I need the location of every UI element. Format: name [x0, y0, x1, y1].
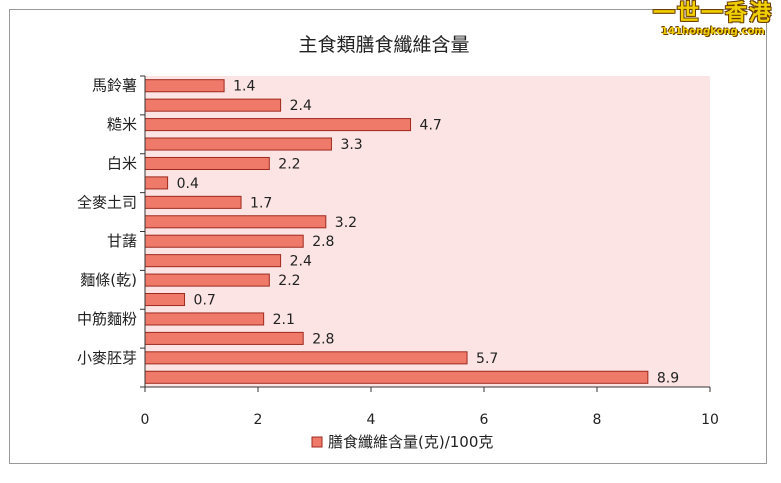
bar — [144, 351, 468, 365]
bar — [144, 331, 304, 345]
data-label: 2.2 — [278, 156, 300, 172]
x-tick-label: 6 — [480, 412, 489, 428]
data-label: 4.7 — [420, 118, 442, 134]
data-label: 1.4 — [233, 79, 255, 95]
bar — [144, 293, 186, 307]
bar — [144, 156, 270, 170]
category-label: 中筋麵粉 — [77, 310, 137, 328]
bar — [144, 370, 649, 384]
category-label: 全麥土司 — [77, 193, 137, 211]
data-label: 2.2 — [278, 273, 300, 289]
x-tick-label: 4 — [367, 412, 376, 428]
bar — [144, 312, 265, 326]
data-label: 3.2 — [335, 215, 357, 231]
data-label: 2.8 — [312, 234, 334, 250]
category-label: 馬鈴薯 — [92, 77, 137, 95]
site-logo: 一世一香港 141hongkong.com — [647, 2, 779, 42]
bar — [144, 176, 169, 190]
category-label: 甘藷 — [107, 232, 137, 250]
data-label: 0.4 — [177, 176, 199, 192]
logo-url: 141hongkong.com — [661, 26, 765, 37]
data-label: 3.3 — [340, 137, 362, 153]
category-label: 小麥胚芽 — [77, 349, 137, 367]
category-label: 麵條(乾) — [80, 271, 137, 289]
data-label: 2.1 — [273, 312, 295, 328]
x-tick-label: 10 — [701, 412, 719, 428]
data-label: 5.7 — [476, 351, 498, 367]
bar — [144, 137, 332, 151]
bar — [144, 195, 242, 209]
legend-label: 膳食纖維含量(克)/100克 — [328, 433, 493, 451]
bar — [144, 98, 282, 112]
data-label: 2.8 — [312, 331, 334, 347]
x-tick-label: 8 — [593, 412, 602, 428]
bar — [144, 254, 282, 268]
category-label: 白米 — [107, 154, 137, 172]
data-label: 2.4 — [290, 98, 312, 114]
data-label: 8.9 — [657, 370, 679, 386]
bar — [144, 273, 270, 287]
x-tick-label: 0 — [141, 412, 150, 428]
x-tick-label: 2 — [254, 412, 263, 428]
data-label: 0.7 — [194, 293, 216, 309]
bar — [144, 118, 412, 132]
legend-swatch — [311, 436, 323, 448]
logo-text: 一世一香港 — [652, 1, 773, 26]
chart-title: 主食類膳食纖維含量 — [298, 34, 470, 56]
data-label: 2.4 — [290, 254, 312, 270]
category-label: 糙米 — [107, 116, 137, 134]
bar — [144, 234, 304, 248]
bar — [144, 79, 225, 93]
data-label: 1.7 — [250, 195, 272, 211]
bar — [144, 215, 327, 229]
